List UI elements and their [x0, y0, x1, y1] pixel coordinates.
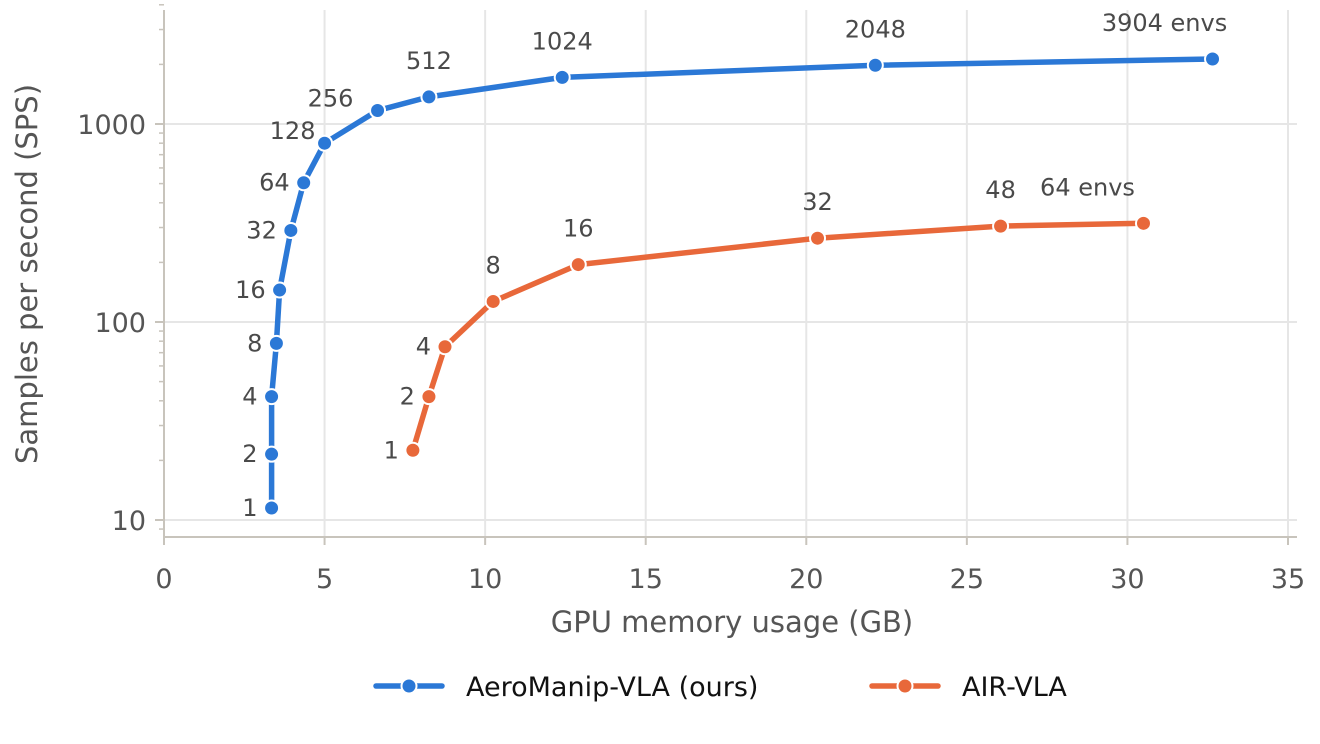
legend-label: AeroManip-VLA (ours) — [466, 672, 758, 703]
x-tick-label: 25 — [950, 564, 984, 595]
y-tick-label: 10 — [112, 506, 146, 537]
point-label: 32 — [802, 188, 833, 216]
point-label: 256 — [308, 84, 354, 112]
legend-item: AIR-VLA — [869, 672, 1067, 703]
data-point — [569, 256, 587, 274]
point-label: 2 — [400, 383, 415, 411]
point-label: 16 — [563, 215, 594, 243]
data-point — [282, 221, 300, 239]
data-point — [484, 292, 502, 310]
data-point — [992, 217, 1010, 235]
point-label: 8 — [486, 251, 501, 279]
legend-item: AeroManip-VLA (ours) — [373, 672, 758, 703]
data-point — [271, 281, 289, 299]
x-axis-title: GPU memory usage (GB) — [551, 605, 914, 639]
point-label: 1 — [242, 494, 257, 522]
point-label: 4 — [416, 333, 431, 361]
data-point — [436, 338, 454, 356]
data-point — [1204, 50, 1222, 68]
data-point — [295, 174, 313, 192]
point-label: 1024 — [532, 27, 593, 55]
data-point — [866, 56, 884, 74]
data-point — [404, 441, 422, 459]
point-label: 2 — [242, 440, 257, 468]
point-label: 4 — [242, 383, 257, 411]
point-label: 128 — [270, 117, 316, 145]
x-tick-label: 0 — [155, 564, 172, 595]
data-point — [263, 388, 281, 406]
series-aeromanip-vla — [263, 50, 1222, 517]
x-tick-label: 30 — [1110, 564, 1144, 595]
series-group — [263, 50, 1222, 517]
point-label: 1 — [384, 436, 399, 464]
data-point — [553, 68, 571, 86]
y-axis-title: Samples per second (SPS) — [10, 84, 44, 464]
legend-swatch-marker — [400, 677, 418, 695]
point-label: 8 — [247, 329, 262, 357]
point-label: 32 — [246, 216, 277, 244]
x-tick-label: 15 — [629, 564, 663, 595]
x-tick-label: 10 — [468, 564, 502, 595]
data-point — [369, 101, 387, 119]
point-label: 48 — [985, 176, 1016, 204]
x-tick-label: 5 — [316, 564, 333, 595]
data-point — [420, 388, 438, 406]
x-tick-label: 35 — [1271, 564, 1305, 595]
data-point — [1134, 214, 1152, 232]
point-label: 64 envs — [1040, 173, 1135, 201]
data-point — [316, 134, 334, 152]
legend-swatch-marker — [896, 677, 914, 695]
y-tick-label: 1000 — [77, 110, 146, 141]
point-label: 64 — [259, 169, 290, 197]
point-label: 16 — [235, 276, 266, 304]
data-point — [263, 499, 281, 517]
series-line — [410, 220, 1147, 454]
axes: 0 5 10 15 20 25 30 35 10 100 1000 — [77, 4, 1305, 595]
data-point — [267, 334, 285, 352]
data-point — [809, 229, 827, 247]
legend: AeroManip-VLA (ours) AIR-VLA — [373, 672, 1067, 703]
series-air-vla — [404, 214, 1152, 459]
y-tick-label: 100 — [94, 308, 146, 339]
data-point — [420, 88, 438, 106]
x-tick-label: 20 — [789, 564, 823, 595]
data-point — [263, 445, 281, 463]
point-label: 3904 envs — [1102, 9, 1227, 37]
series-line — [268, 56, 1216, 511]
legend-label: AIR-VLA — [962, 672, 1067, 703]
point-label: 2048 — [845, 15, 906, 43]
point-label: 512 — [406, 47, 452, 75]
